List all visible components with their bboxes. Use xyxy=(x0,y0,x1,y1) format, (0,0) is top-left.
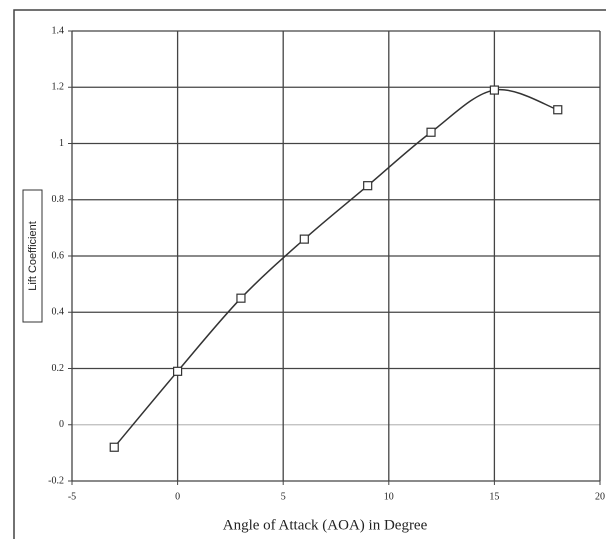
data-line xyxy=(113,88,559,448)
y-tick-label: 0.2 xyxy=(52,363,65,374)
data-point xyxy=(299,234,309,244)
data-point xyxy=(426,127,436,137)
y-tick-label: 0 xyxy=(59,419,64,430)
y-label-box xyxy=(22,189,43,323)
y-tick-label: 0.4 xyxy=(52,307,65,318)
data-point xyxy=(109,442,119,452)
data-point xyxy=(236,293,246,303)
frame xyxy=(13,9,606,539)
y-tick-label: 0.8 xyxy=(52,194,65,205)
data-point xyxy=(489,85,499,95)
y-tick-label: -0.2 xyxy=(48,475,64,486)
y-tick-label: 1 xyxy=(59,138,64,149)
x-tick-label: -5 xyxy=(68,491,76,502)
y-axis-title: Lift Coefficient xyxy=(27,221,39,291)
y-tick-label: 1.2 xyxy=(52,82,65,93)
x-axis-title: Angle of Attack (AOA) in Degree xyxy=(223,517,428,533)
data-point xyxy=(173,366,183,376)
x-tick-label: 0 xyxy=(175,491,180,502)
x-tick-label: 5 xyxy=(281,491,286,502)
x-tick-label: 15 xyxy=(489,491,499,502)
y-tick-label: 0.6 xyxy=(52,250,65,261)
x-tick-label: 20 xyxy=(595,491,605,502)
data-point xyxy=(553,105,563,115)
x-tick-label: 10 xyxy=(384,491,394,502)
y-tick-label: 1.4 xyxy=(52,25,65,36)
data-point xyxy=(363,181,373,191)
